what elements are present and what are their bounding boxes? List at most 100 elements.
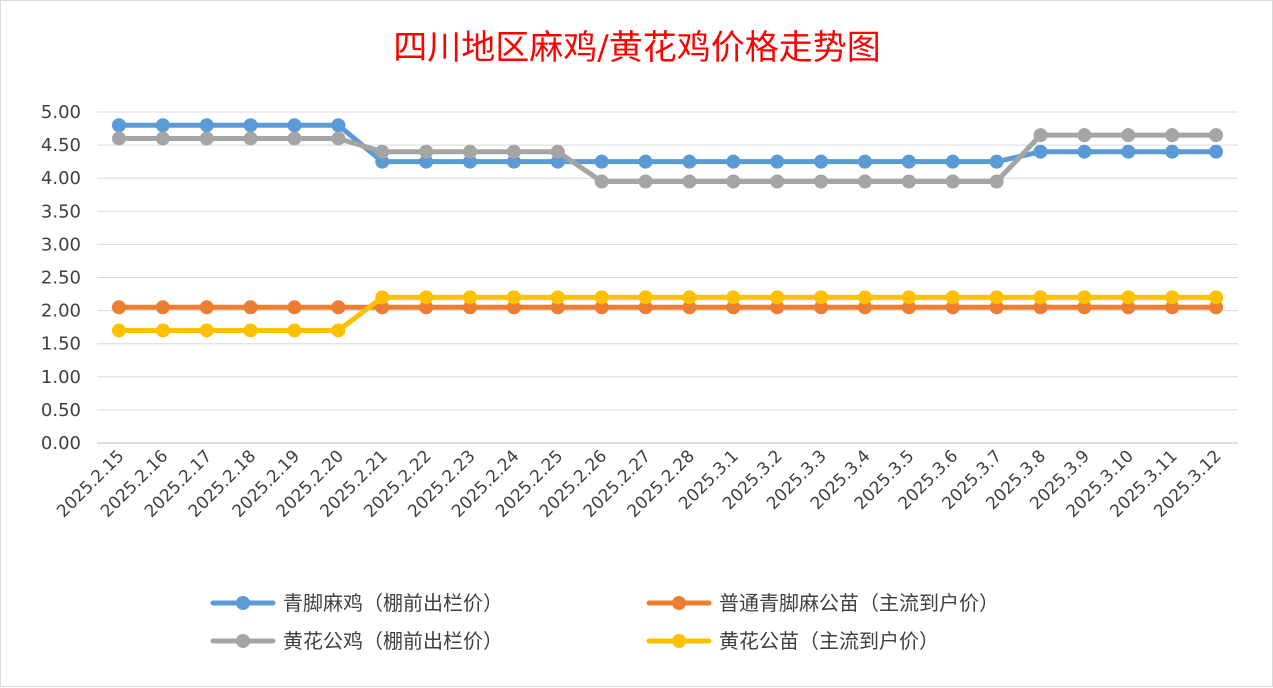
- legend: 青脚麻鸡（棚前出栏价） 普通青脚麻公苗（主流到户价） 黄花公鸡（棚前出栏价） 黄花公苗…: [210, 591, 999, 653]
- data-point: [463, 144, 478, 159]
- data-point: [1209, 290, 1224, 305]
- data-point: [638, 154, 653, 169]
- data-point: [814, 174, 829, 189]
- legend-label: 普通青脚麻公苗（主流到户价）: [719, 591, 999, 615]
- data-point: [1077, 144, 1092, 159]
- y-tick-label: 1.00: [41, 367, 81, 388]
- data-point: [682, 174, 697, 189]
- data-point: [463, 300, 478, 315]
- data-point: [155, 323, 170, 338]
- data-point: [594, 154, 609, 169]
- data-point: [857, 174, 872, 189]
- data-point: [419, 144, 434, 159]
- data-point: [989, 174, 1004, 189]
- data-point: [901, 154, 916, 169]
- legend-swatch-marker: [672, 634, 686, 648]
- data-point: [331, 118, 346, 133]
- data-point: [287, 323, 302, 338]
- data-point: [638, 174, 653, 189]
- y-tick-label: 0.50: [41, 400, 81, 421]
- data-point: [287, 300, 302, 315]
- data-point: [111, 300, 126, 315]
- data-point: [111, 131, 126, 146]
- data-point: [550, 144, 565, 159]
- data-point: [901, 300, 916, 315]
- chart-title: 四川地区麻鸡/黄花鸡价格走势图: [393, 28, 880, 68]
- data-point: [638, 290, 653, 305]
- data-point: [770, 154, 785, 169]
- legend-item: 黄花公鸡（棚前出栏价）: [210, 629, 503, 653]
- data-point: [1165, 128, 1180, 143]
- legend-label: 黄花公鸡（棚前出栏价）: [283, 629, 503, 653]
- data-point: [770, 300, 785, 315]
- data-point: [419, 300, 434, 315]
- data-point: [1209, 300, 1224, 315]
- data-point: [287, 131, 302, 146]
- data-point: [857, 154, 872, 169]
- series-group: [111, 118, 1224, 338]
- data-point: [1121, 144, 1136, 159]
- y-tick-label: 4.00: [41, 168, 81, 189]
- data-point: [682, 300, 697, 315]
- y-tick-label: 3.00: [41, 234, 81, 255]
- legend-swatch-marker: [236, 596, 250, 610]
- data-point: [1077, 290, 1092, 305]
- legend-item: 青脚麻鸡（棚前出栏价）: [210, 591, 503, 615]
- y-tick-label: 1.50: [41, 334, 81, 355]
- data-point: [155, 131, 170, 146]
- series-line: [116, 294, 1219, 333]
- data-point: [550, 154, 565, 169]
- data-point: [814, 290, 829, 305]
- data-point: [682, 154, 697, 169]
- data-point: [287, 118, 302, 133]
- data-point: [550, 290, 565, 305]
- data-point: [243, 300, 258, 315]
- data-point: [945, 290, 960, 305]
- data-point: [331, 131, 346, 146]
- y-tick-label: 3.50: [41, 201, 81, 222]
- data-point: [506, 290, 521, 305]
- data-point: [506, 300, 521, 315]
- grid-lines: [97, 111, 1238, 444]
- data-point: [594, 174, 609, 189]
- data-point: [1033, 144, 1048, 159]
- data-point: [199, 118, 214, 133]
- y-tick-label: 5.00: [41, 102, 81, 123]
- data-point: [857, 300, 872, 315]
- data-point: [419, 154, 434, 169]
- data-point: [594, 290, 609, 305]
- data-point: [155, 300, 170, 315]
- data-point: [945, 154, 960, 169]
- data-point: [506, 144, 521, 159]
- data-point: [111, 118, 126, 133]
- series-1: [111, 118, 1224, 169]
- data-point: [1121, 290, 1136, 305]
- data-point: [901, 174, 916, 189]
- series-line: [116, 132, 1219, 185]
- data-point: [682, 290, 697, 305]
- data-point: [375, 154, 390, 169]
- data-point: [1077, 300, 1092, 315]
- legend-label: 黄花公苗（主流到户价）: [719, 629, 939, 653]
- data-point: [1033, 300, 1048, 315]
- data-point: [419, 290, 434, 305]
- legend-swatch-marker: [236, 634, 250, 648]
- data-point: [243, 118, 258, 133]
- data-point: [726, 300, 741, 315]
- data-point: [463, 154, 478, 169]
- data-point: [463, 290, 478, 305]
- data-point: [638, 300, 653, 315]
- series-line: [116, 122, 1219, 165]
- data-point: [199, 131, 214, 146]
- legend-label: 青脚麻鸡（棚前出栏价）: [283, 591, 503, 615]
- legend-item: 黄花公苗（主流到户价）: [646, 629, 939, 653]
- data-point: [155, 118, 170, 133]
- data-point: [1033, 290, 1048, 305]
- y-tick-label: 2.50: [41, 268, 81, 289]
- data-point: [1165, 290, 1180, 305]
- series-4: [111, 290, 1224, 338]
- data-point: [726, 154, 741, 169]
- data-point: [331, 300, 346, 315]
